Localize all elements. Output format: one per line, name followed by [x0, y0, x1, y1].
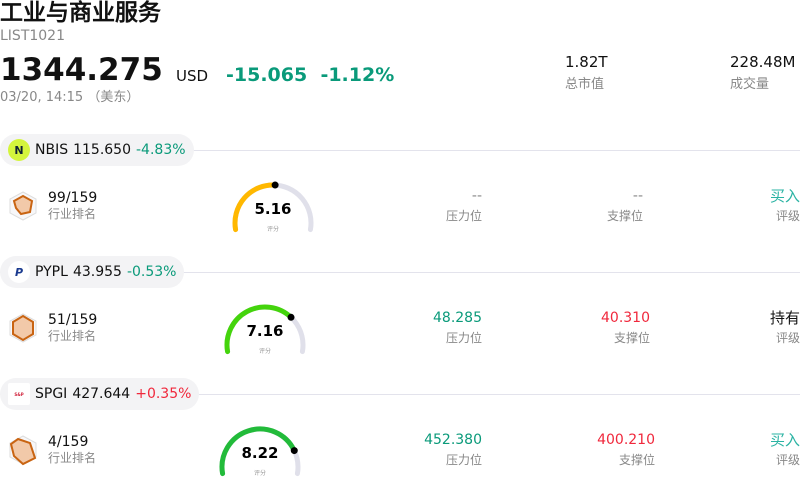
nbis-logo-icon: N	[8, 139, 30, 161]
rating-label: 评级	[775, 453, 800, 467]
ticker: PYPL	[35, 263, 68, 280]
gauge-fill	[232, 182, 278, 233]
spgi-logo-icon: S&P	[8, 383, 30, 405]
rating-value: 买入	[769, 431, 800, 449]
stock-tag-pypl[interactable]: P PYPL 43.955 -0.53%	[0, 256, 185, 288]
score-value: 8.22	[241, 444, 278, 462]
rating-value: 持有	[769, 309, 800, 327]
industry-rank: 4/159 行业排名	[48, 434, 96, 466]
support-value: 400.210	[597, 432, 655, 448]
score-value: 5.16	[254, 200, 291, 218]
index-price: 1344.275	[0, 52, 163, 88]
divider	[0, 272, 800, 273]
support-label: 支撑位	[618, 453, 655, 467]
stock-change: -4.83%	[136, 141, 186, 158]
rating: 买入 评级	[770, 431, 800, 468]
volume-label: 成交量	[730, 77, 770, 92]
score-gauge: 7.16 评分	[224, 304, 306, 355]
pressure-value: 452.380	[424, 432, 482, 448]
timestamp: 03/20, 14:15 （美东）	[0, 90, 140, 105]
pressure-label: 压力位	[445, 453, 482, 467]
score-label: 评分	[259, 347, 271, 355]
pressure-level: -- 压力位	[446, 188, 482, 224]
volume: 228.48M 成交量	[730, 53, 795, 93]
stock-change: +0.35%	[135, 385, 192, 402]
gauge-fill	[224, 304, 294, 355]
support-value: --	[632, 188, 643, 204]
page-title: 工业与商业服务	[0, 0, 161, 26]
industry-rank: 51/159 行业排名	[48, 312, 97, 344]
support-level: -- 支撑位	[607, 188, 643, 224]
rating-value: 买入	[769, 187, 800, 205]
ticker: SPGI	[35, 385, 68, 402]
support-value: 40.310	[601, 310, 650, 326]
radar-icon	[9, 435, 37, 466]
pressure-value: --	[471, 188, 482, 204]
pressure-level: 452.380 压力位	[424, 432, 482, 468]
price-change: -15.065 -1.12%	[226, 64, 394, 86]
gauge-marker	[287, 313, 295, 321]
currency: USD	[176, 67, 209, 85]
score-value: 7.16	[246, 322, 283, 340]
market-cap-value: 1.82T	[565, 53, 608, 71]
support-level: 400.210 支撑位	[597, 432, 655, 468]
support-label: 支撑位	[606, 209, 643, 223]
divider	[0, 150, 800, 151]
rating-label: 评级	[775, 331, 800, 345]
stock-tag-spgi[interactable]: S&P SPGI 427.644 +0.35%	[0, 378, 200, 410]
gauge-marker	[290, 447, 298, 455]
radar-icon	[9, 191, 37, 221]
score-label: 评分	[267, 225, 279, 233]
rank-value: 51/159	[48, 312, 98, 328]
volume-value: 228.48M	[730, 53, 796, 71]
pressure-value: 48.285	[433, 310, 482, 326]
rank-label: 行业排名	[48, 451, 97, 465]
stock-tag-nbis[interactable]: N NBIS 115.650 -4.83%	[0, 134, 194, 166]
score-label: 评分	[254, 469, 266, 477]
support-level: 40.310 支撑位	[601, 310, 650, 346]
rating-label: 评级	[775, 209, 800, 223]
industry-rank: 99/159 行业排名	[48, 190, 97, 222]
rank-value: 99/159	[48, 190, 98, 206]
rank-label: 行业排名	[48, 207, 97, 221]
market-cap: 1.82T 总市值	[565, 53, 608, 93]
change-value: -15.065	[226, 64, 308, 86]
gauge-fill	[219, 426, 297, 477]
pressure-label: 压力位	[445, 209, 482, 223]
score-gauge: 8.22 评分	[219, 426, 301, 477]
rank-value: 4/159	[48, 434, 89, 450]
stock-price: 43.955	[72, 263, 122, 280]
pressure-level: 48.285 压力位	[433, 310, 482, 346]
rank-label: 行业排名	[48, 329, 97, 343]
pressure-label: 压力位	[445, 331, 482, 345]
rating: 持有 评级	[770, 309, 800, 346]
ticker: NBIS	[35, 141, 69, 158]
paypal-logo-icon: P	[8, 261, 30, 283]
change-percent: -1.12%	[320, 64, 395, 86]
gauge-marker	[271, 181, 279, 189]
rating: 买入 评级	[770, 187, 800, 224]
stock-price: 115.650	[73, 141, 131, 158]
stock-change: -0.53%	[126, 263, 177, 280]
support-label: 支撑位	[613, 331, 650, 345]
stock-price: 427.644	[72, 385, 131, 402]
divider	[0, 394, 800, 395]
market-cap-label: 总市值	[565, 77, 605, 92]
score-gauge: 5.16 评分	[232, 181, 314, 233]
index-code: LIST1021	[0, 28, 65, 44]
radar-icon	[9, 313, 37, 343]
